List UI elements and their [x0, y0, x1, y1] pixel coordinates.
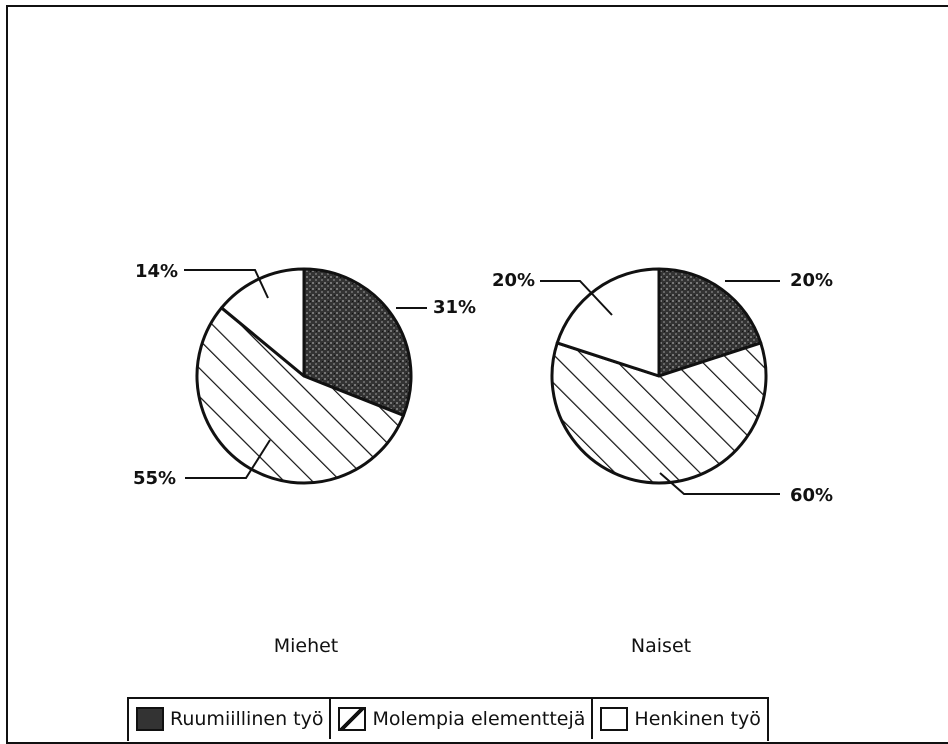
- leader-line: [659, 472, 780, 495]
- legend-swatch-dark-icon: [136, 707, 164, 731]
- legend-label: Molempia elementtejä: [372, 708, 586, 730]
- pie-slice-miehet-1: [195, 306, 405, 485]
- pie-slice-miehet-0: [302, 267, 413, 417]
- slice-value-label: 60%: [790, 485, 833, 506]
- legend-label: Henkinen työ: [634, 708, 761, 730]
- leader-line: [540, 280, 613, 316]
- legend-item-henkinen: Henkinen työ: [591, 699, 766, 739]
- pie-slice-naiset-2: [555, 267, 661, 378]
- leader-line: [184, 269, 269, 299]
- slice-value-label: 31%: [433, 297, 476, 318]
- legend-item-molempia: Molempia elementtejä: [329, 699, 591, 739]
- slice-value-label: 20%: [492, 270, 535, 291]
- pie-title-miehet: Miehet: [274, 635, 339, 657]
- legend: Ruumiillinen työ Molempia elementtejä He…: [127, 697, 769, 741]
- slice-value-label: 14%: [135, 261, 178, 282]
- leader-line: [185, 439, 271, 479]
- legend-swatch-white-icon: [600, 707, 629, 731]
- pie-title-naiset: Naiset: [631, 635, 691, 657]
- legend-item-ruumiillinen: Ruumiillinen työ: [129, 699, 329, 739]
- slice-value-label: 20%: [790, 270, 833, 291]
- pie-slice-naiset-0: [657, 267, 763, 378]
- legend-swatch-hatch-icon: [338, 707, 367, 731]
- legend-label: Ruumiillinen työ: [170, 708, 324, 730]
- slice-value-label: 55%: [133, 468, 176, 489]
- pie-slice-naiset-1: [550, 341, 768, 485]
